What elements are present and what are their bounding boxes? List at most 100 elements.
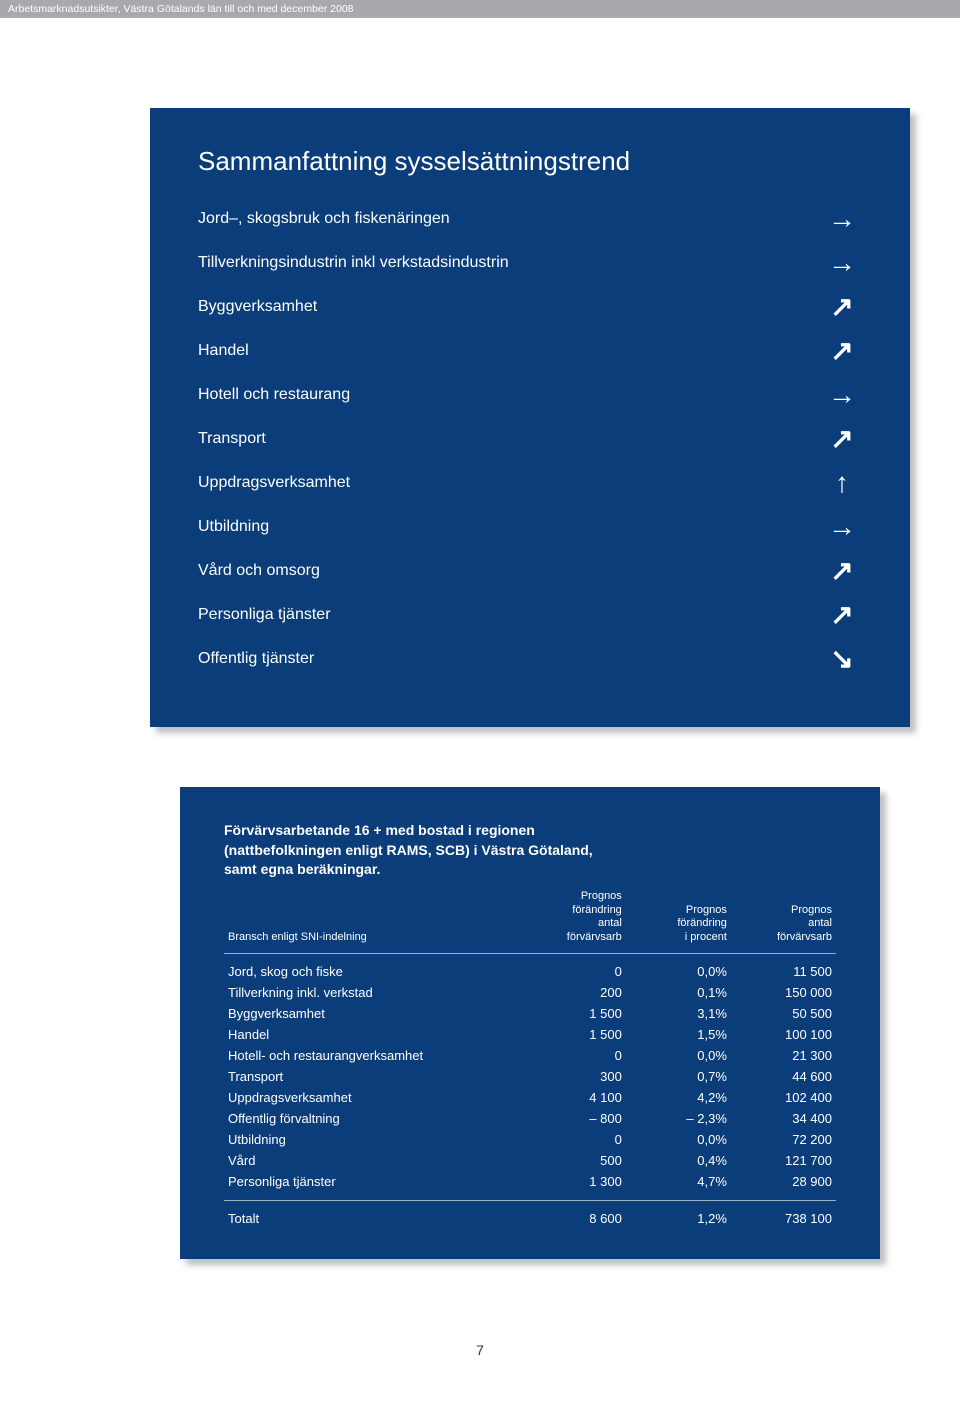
trend-label: Uppdragsverksamhet: [198, 474, 822, 492]
table-row: Transport3000,7%44 600: [224, 1066, 836, 1087]
table-row: Byggverksamhet1 5003,1%50 500: [224, 1003, 836, 1024]
trend-label: Utbildning: [198, 518, 822, 536]
th3-l3: i procent: [685, 931, 727, 943]
cell-total: 21 300: [731, 1045, 836, 1066]
cell-change-abs: 200: [521, 982, 626, 1003]
trend-arrow-icon: [822, 337, 862, 365]
cell-total: 72 200: [731, 1129, 836, 1150]
th2-l4: förvärvsarb: [567, 931, 622, 943]
table-row: Utbildning00,0%72 200: [224, 1129, 836, 1150]
trend-arrow-icon: [822, 601, 862, 629]
table-row: Jord, skog och fiske00,0%11 500: [224, 961, 836, 982]
cell-change-pct: 1,5%: [626, 1024, 731, 1045]
trend-label: Vård och omsorg: [198, 562, 822, 580]
header-text: Arbetsmarknadsutsikter, Västra Götalands…: [8, 3, 354, 15]
cell-branch: Transport: [224, 1066, 521, 1087]
cell-branch: Offentlig förvaltning: [224, 1108, 521, 1129]
cell-branch: Jord, skog och fiske: [224, 961, 521, 982]
cell-branch: Personliga tjänster: [224, 1171, 521, 1192]
trend-row: Offentlig tjänster: [198, 645, 862, 673]
trend-row: Tillverkningsindustrin inkl verkstadsind…: [198, 249, 862, 277]
trend-row: Vård och omsorg: [198, 557, 862, 585]
trend-arrow-icon: [822, 557, 862, 585]
panel2-title-l3: samt egna beräkningar.: [224, 861, 380, 877]
table-row: Hotell- och restaurangverksamhet00,0%21 …: [224, 1045, 836, 1066]
cell-total: 50 500: [731, 1003, 836, 1024]
cell-change-abs: 0: [521, 1129, 626, 1150]
page-content: Sammanfattning sysselsättningstrend Jord…: [0, 18, 960, 1259]
trend-row: Hotell och restaurang: [198, 381, 862, 409]
cell-change-abs: 4 100: [521, 1087, 626, 1108]
trend-label: Jord–, skogsbruk och fiskenäringen: [198, 210, 822, 228]
trend-arrow-icon: [822, 645, 862, 673]
cell-branch: Handel: [224, 1024, 521, 1045]
th4-l1: Prognos: [791, 904, 832, 916]
cell-change-pct: 4,2%: [626, 1087, 731, 1108]
trend-row: Handel: [198, 337, 862, 365]
trend-arrow-icon: [822, 205, 862, 233]
cell-change-pct: 0,0%: [626, 1045, 731, 1066]
table-row: Tillverkning inkl. verkstad2000,1%150 00…: [224, 982, 836, 1003]
cell-total: 28 900: [731, 1171, 836, 1192]
th2-l1: Prognos: [581, 890, 622, 902]
cell-change-pct: 0,1%: [626, 982, 731, 1003]
cell-total: 11 500: [731, 961, 836, 982]
forecast-table: Bransch enligt SNI-indelning Prognos för…: [224, 884, 836, 1229]
cell-change-abs: 1 500: [521, 1024, 626, 1045]
trend-label: Personliga tjänster: [198, 606, 822, 624]
cell-total: 100 100: [731, 1024, 836, 1045]
cell-change-pct: – 2,3%: [626, 1108, 731, 1129]
table-row: Vård5000,4%121 700: [224, 1150, 836, 1171]
cell-change-abs: 300: [521, 1066, 626, 1087]
cell-change-abs: 1 500: [521, 1003, 626, 1024]
cell-total: 121 700: [731, 1150, 836, 1171]
trend-row: Uppdragsverksamhet: [198, 469, 862, 497]
trend-arrow-icon: [822, 425, 862, 453]
panel1-title: Sammanfattning sysselsättningstrend: [198, 146, 862, 177]
cell-change-pct: 1,2%: [626, 1200, 731, 1229]
panel2-title-l2: (nattbefolkningen enligt RAMS, SCB) i Vä…: [224, 842, 593, 858]
trend-label: Byggverksamhet: [198, 298, 822, 316]
cell-branch: Hotell- och restaurangverksamhet: [224, 1045, 521, 1066]
th2-l2: förändring: [572, 904, 622, 916]
th-branch-text: Bransch enligt SNI-indelning: [228, 931, 367, 943]
th3-l1: Prognos: [686, 904, 727, 916]
cell-branch: Utbildning: [224, 1129, 521, 1150]
cell-change-pct: 0,7%: [626, 1066, 731, 1087]
table-row: Offentlig förvaltning– 800– 2,3%34 400: [224, 1108, 836, 1129]
trend-row: Jord–, skogsbruk och fiskenäringen: [198, 205, 862, 233]
th4-l2: antal: [808, 917, 832, 929]
cell-change-pct: 4,7%: [626, 1171, 731, 1192]
trend-summary-panel: Sammanfattning sysselsättningstrend Jord…: [150, 108, 910, 727]
cell-branch: Byggverksamhet: [224, 1003, 521, 1024]
trend-row: Personliga tjänster: [198, 601, 862, 629]
document-header: Arbetsmarknadsutsikter, Västra Götalands…: [0, 0, 960, 18]
trend-label: Transport: [198, 430, 822, 448]
trend-label: Hotell och restaurang: [198, 386, 822, 404]
trend-arrow-icon: [822, 293, 862, 321]
cell-change-abs: 0: [521, 961, 626, 982]
th3-l2: förändring: [677, 917, 727, 929]
th-change-abs: Prognos förändring antal förvärvsarb: [521, 884, 626, 954]
cell-total: 34 400: [731, 1108, 836, 1129]
cell-branch: Tillverkning inkl. verkstad: [224, 982, 521, 1003]
trend-arrow-icon: [822, 513, 862, 541]
trend-label: Tillverkningsindustrin inkl verkstadsind…: [198, 254, 822, 272]
cell-total: 150 000: [731, 982, 836, 1003]
panel2-title-l1: Förvärvsarbetande 16 + med bostad i regi…: [224, 822, 535, 838]
trend-arrow-icon: [822, 381, 862, 409]
cell-change-abs: 1 300: [521, 1171, 626, 1192]
table-row-total: Totalt8 6001,2%738 100: [224, 1200, 836, 1229]
trend-arrow-icon: [822, 469, 862, 497]
trend-label: Offentlig tjänster: [198, 650, 822, 668]
cell-change-pct: 0,0%: [626, 1129, 731, 1150]
panel2-title: Förvärvsarbetande 16 + med bostad i regi…: [224, 821, 836, 880]
th4-l3: förvärvsarb: [777, 931, 832, 943]
cell-change-abs: 8 600: [521, 1200, 626, 1229]
cell-branch: Vård: [224, 1150, 521, 1171]
forecast-table-panel: Förvärvsarbetande 16 + med bostad i regi…: [180, 787, 880, 1259]
cell-change-abs: 0: [521, 1045, 626, 1066]
cell-total: 102 400: [731, 1087, 836, 1108]
cell-change-pct: 0,0%: [626, 961, 731, 982]
cell-branch: Totalt: [224, 1200, 521, 1229]
